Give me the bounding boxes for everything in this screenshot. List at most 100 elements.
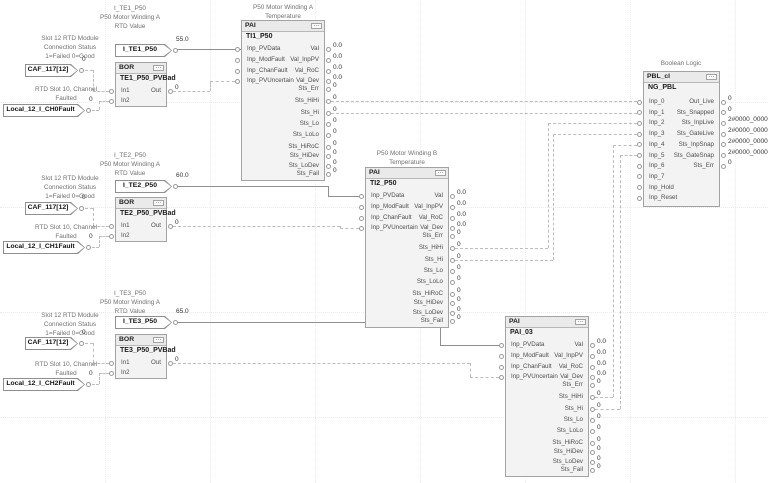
input-reference-channel-fault[interactable]: Local_12_I_CH0Fault [3, 104, 85, 117]
block-properties-button[interactable]: … [311, 22, 322, 29]
output-pin[interactable] [590, 382, 595, 388]
input-pin[interactable] [109, 223, 114, 229]
output-pin[interactable] [590, 417, 595, 423]
output-pin[interactable] [326, 121, 331, 127]
input-pin[interactable] [235, 46, 240, 52]
tag-pin[interactable] [86, 245, 91, 250]
output-pin[interactable] [450, 233, 455, 239]
tag-pin[interactable] [173, 184, 178, 189]
block-properties-button[interactable]: … [706, 73, 717, 80]
output-pin[interactable] [590, 406, 595, 412]
function-block-pai[interactable]: PAI … TI2_P50 [365, 167, 449, 328]
block-properties-button[interactable]: … [153, 199, 164, 206]
function-block-bor[interactable]: BOR … TE2_P50_PVBad [115, 197, 176, 242]
output-pin[interactable] [326, 144, 331, 150]
tag-pin[interactable] [86, 108, 91, 113]
output-pin[interactable] [326, 163, 331, 169]
output-pin[interactable] [590, 467, 595, 473]
output-pin[interactable] [590, 342, 595, 348]
input-reference-channel-fault[interactable]: Local_12_I_CH1Fault [3, 241, 85, 254]
output-pin[interactable] [590, 394, 595, 400]
output-pin[interactable] [450, 291, 455, 297]
input-pin[interactable] [637, 131, 642, 137]
output-pin[interactable] [450, 300, 455, 306]
output-pin[interactable] [326, 86, 331, 92]
output-pin[interactable] [721, 110, 726, 116]
output-pin[interactable] [721, 153, 726, 158]
output-pin[interactable] [590, 440, 595, 446]
output-pin[interactable] [450, 225, 455, 231]
input-pin[interactable] [235, 78, 240, 84]
output-pin[interactable] [721, 163, 726, 169]
input-pin[interactable] [637, 174, 642, 180]
tag-pin[interactable] [173, 320, 178, 325]
output-pin[interactable] [168, 360, 173, 366]
output-pin[interactable] [450, 215, 455, 221]
function-block-bor[interactable]: BOR … TE1_P50_PVBad [115, 62, 176, 107]
tag-pin[interactable] [79, 341, 84, 346]
tag-pin[interactable] [173, 48, 178, 53]
input-pin[interactable] [109, 88, 114, 94]
input-pin[interactable] [637, 185, 642, 191]
output-pin[interactable] [326, 98, 331, 104]
output-pin[interactable] [590, 428, 595, 434]
input-pin[interactable] [637, 110, 642, 116]
output-pin[interactable] [326, 46, 331, 52]
output-pin[interactable] [326, 57, 331, 63]
output-pin[interactable] [326, 78, 331, 84]
output-pin[interactable] [721, 120, 726, 126]
input-pin[interactable] [499, 342, 504, 348]
input-pin[interactable] [109, 360, 114, 366]
output-pin[interactable] [721, 131, 726, 137]
input-pin[interactable] [637, 142, 642, 148]
input-reference-rtd[interactable]: I_TE1_P50 [115, 44, 172, 57]
input-pin[interactable] [109, 98, 114, 104]
output-pin[interactable] [450, 310, 455, 316]
output-pin[interactable] [590, 459, 595, 465]
function-block-pai[interactable]: PAI … PAI_03 [505, 316, 589, 477]
input-pin[interactable] [637, 153, 642, 158]
output-pin[interactable] [450, 268, 455, 274]
block-properties-button[interactable]: … [575, 318, 586, 325]
output-pin[interactable] [168, 88, 173, 94]
output-pin[interactable] [721, 99, 726, 105]
input-pin[interactable] [109, 233, 114, 239]
block-properties-button[interactable]: … [435, 169, 446, 176]
input-pin[interactable] [637, 163, 642, 169]
block-properties-button[interactable]: … [153, 64, 164, 71]
output-pin[interactable] [590, 353, 595, 359]
output-pin[interactable] [450, 318, 455, 324]
input-reference-rtd[interactable]: I_TE2_P50 [115, 180, 172, 193]
function-block-bor[interactable]: BOR … TE3_P50_PVBad [115, 334, 176, 379]
output-pin[interactable] [590, 374, 595, 380]
output-pin[interactable] [450, 204, 455, 210]
tag-pin[interactable] [79, 206, 84, 211]
input-pin[interactable] [235, 57, 240, 63]
output-pin[interactable] [326, 132, 331, 138]
tag-pin[interactable] [86, 382, 91, 387]
tag-pin[interactable] [79, 68, 84, 73]
function-block-pbl[interactable]: PBL_cl … NG_PBL [643, 71, 720, 207]
input-pin[interactable] [499, 353, 504, 359]
input-reference-channel-fault[interactable]: Local_12_I_CH2Fault [3, 378, 85, 391]
block-properties-button[interactable]: … [153, 336, 164, 343]
input-pin[interactable] [359, 225, 364, 231]
input-reference-rtd[interactable]: I_TE3_P50 [115, 316, 172, 329]
output-pin[interactable] [326, 153, 331, 159]
output-pin[interactable] [326, 110, 331, 116]
input-pin[interactable] [109, 370, 114, 376]
input-pin[interactable] [359, 215, 364, 221]
input-reference-module-status[interactable]: CAF_117[12] [25, 337, 78, 350]
output-pin[interactable] [326, 171, 331, 177]
input-pin[interactable] [499, 364, 504, 370]
output-pin[interactable] [168, 223, 173, 229]
input-pin[interactable] [359, 204, 364, 210]
input-pin[interactable] [359, 193, 364, 199]
output-pin[interactable] [590, 449, 595, 455]
function-block-pai[interactable]: PAI … TI1_P50 [241, 20, 325, 181]
input-pin[interactable] [637, 99, 642, 105]
output-pin[interactable] [450, 245, 455, 251]
input-pin[interactable] [499, 374, 504, 380]
output-pin[interactable] [721, 142, 726, 148]
input-pin[interactable] [637, 120, 642, 126]
